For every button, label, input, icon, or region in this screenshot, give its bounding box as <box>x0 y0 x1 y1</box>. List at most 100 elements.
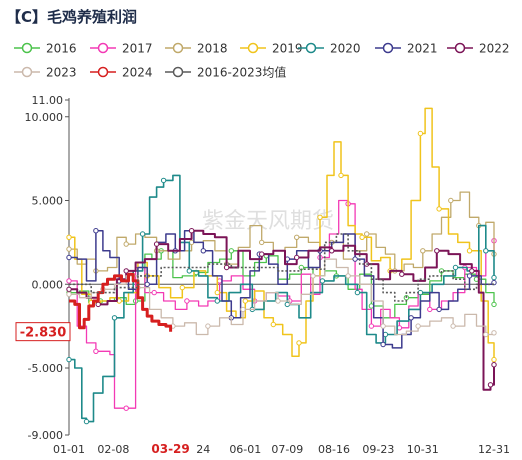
data-point-2022 <box>223 264 230 271</box>
y-tick-label: 0.000 <box>32 278 64 291</box>
data-point-2021 <box>408 315 414 321</box>
current-value-label: -2.830 <box>20 326 67 341</box>
data-point-2021 <box>66 254 72 261</box>
legend-marker-2016 <box>21 42 33 54</box>
data-point-2017 <box>123 405 129 411</box>
legend-marker-2022 <box>454 42 466 54</box>
legend-label-2021: 2021 <box>407 42 438 56</box>
data-point-2022 <box>399 271 405 277</box>
data-point-2022 <box>329 248 335 254</box>
data-point-2023 <box>240 306 246 313</box>
data-point-2020 <box>491 274 497 281</box>
y-tick-label: -5.000 <box>28 362 63 375</box>
data-point-2020 <box>354 289 361 296</box>
y-tick-label: 5.000 <box>32 195 64 208</box>
data-point-2018 <box>294 234 300 241</box>
x-tick-label: 12-31 <box>478 443 510 456</box>
x-tick-label: 02-08 <box>97 443 129 456</box>
y-tick-label: 11.00 <box>32 94 64 107</box>
series-line-2016-2023均值 <box>69 233 494 302</box>
data-point-2017 <box>66 278 72 284</box>
legend-label-2017: 2017 <box>122 42 153 56</box>
data-point-2019 <box>66 234 72 241</box>
legend-marker-2019 <box>247 42 259 54</box>
data-point-2018 <box>448 197 454 204</box>
data-point-2023 <box>491 330 497 336</box>
data-point-2023 <box>345 273 351 279</box>
x-tick-label: 03-29 <box>151 442 189 456</box>
data-point-2019 <box>214 289 221 296</box>
data-point-2020 <box>319 278 326 284</box>
data-point-2020 <box>382 331 389 338</box>
watermark: 紫金天风期货 <box>202 209 334 234</box>
legend-marker-2023 <box>21 66 33 78</box>
data-point-2019 <box>179 284 186 291</box>
legend-label-2022: 2022 <box>479 42 510 56</box>
data-point-2017 <box>151 289 157 296</box>
data-point-2021 <box>436 306 442 313</box>
data-point-2022 <box>491 362 497 368</box>
data-point-2019 <box>466 248 473 254</box>
data-point-2016 <box>368 303 375 309</box>
data-point-2018 <box>259 239 265 246</box>
data-point-2019 <box>296 340 302 346</box>
data-point-2023 <box>415 323 421 329</box>
y-tick-label: 10.000 <box>25 111 64 124</box>
data-point-2018 <box>66 246 72 252</box>
data-point-2017 <box>184 298 190 304</box>
data-point-2023 <box>66 291 72 297</box>
data-point-2021 <box>380 341 386 348</box>
x-tick-label: 06-01 <box>229 443 261 456</box>
legend-label-2020: 2020 <box>330 42 361 56</box>
data-point-2020 <box>483 248 489 254</box>
legend-marker-2021 <box>382 42 394 54</box>
data-point-2022 <box>153 241 160 247</box>
legend-label-2019: 2019 <box>272 42 303 56</box>
data-point-2019 <box>417 130 424 137</box>
data-point-2019 <box>317 214 323 221</box>
data-point-2020 <box>83 418 90 425</box>
legend-label-2016: 2016 <box>46 42 77 56</box>
series-line-2020 <box>69 174 495 423</box>
series-line-2018 <box>69 191 495 272</box>
data-point-2020 <box>284 301 290 308</box>
series-line-2022 <box>69 229 495 391</box>
x-tick-label: 01-01 <box>53 443 85 456</box>
data-point-2023 <box>450 323 456 329</box>
y-tick-label: -9.000 <box>28 429 63 442</box>
data-point-2022 <box>123 268 129 274</box>
legend-marker-2024 <box>97 66 109 78</box>
data-point-2020 <box>452 264 459 271</box>
data-point-2018 <box>420 248 426 254</box>
data-point-2023 <box>310 273 316 279</box>
data-point-2022 <box>487 382 494 388</box>
data-point-2019 <box>491 356 497 363</box>
data-point-2018 <box>123 241 129 247</box>
data-point-2020 <box>66 356 72 363</box>
data-point-2020 <box>111 315 118 321</box>
data-point-2021 <box>144 281 150 287</box>
legend-marker-2017 <box>97 42 109 54</box>
data-point-2022 <box>95 301 101 308</box>
data-point-2019 <box>270 321 276 328</box>
x-tick-label: 24 <box>196 443 210 456</box>
chart-title: 【C】毛鸡养殖利润 <box>6 8 138 26</box>
legend-label-2016-2023均值: 2016-2023均值 <box>197 65 286 80</box>
legend-marker-2016-2023均值 <box>172 66 184 78</box>
data-point-2023 <box>205 323 211 329</box>
data-point-2023 <box>275 298 281 304</box>
series-line-2024 <box>69 272 173 332</box>
current-value-box <box>15 322 71 342</box>
data-point-2019 <box>338 172 344 179</box>
legend-label-2024: 2024 <box>122 66 153 80</box>
data-point-2022 <box>434 248 440 254</box>
data-point-2020 <box>214 298 221 304</box>
x-tick-label: 07-09 <box>271 443 303 456</box>
data-point-2020 <box>160 177 167 184</box>
legend-label-2023: 2023 <box>46 66 77 80</box>
data-point-2020 <box>186 268 193 274</box>
series-line-2023 <box>69 258 495 336</box>
data-point-2020 <box>139 231 146 237</box>
data-point-2023 <box>380 323 386 329</box>
